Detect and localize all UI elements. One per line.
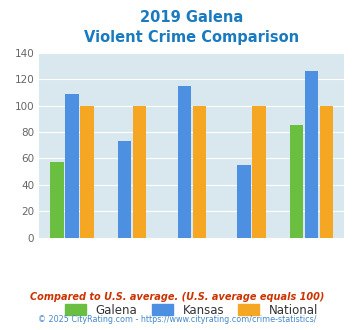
Bar [320, 106, 333, 238]
Text: © 2025 CityRating.com - https://www.cityrating.com/crime-statistics/: © 2025 CityRating.com - https://www.city… [38, 315, 317, 324]
Bar [118, 141, 131, 238]
Bar [80, 106, 93, 238]
Bar [290, 125, 303, 238]
Bar [133, 106, 146, 238]
Title: 2019 Galena
Violent Crime Comparison: 2019 Galena Violent Crime Comparison [84, 10, 299, 45]
Bar [50, 162, 64, 238]
Legend: Galena, Kansas, National: Galena, Kansas, National [60, 299, 323, 321]
Bar [65, 94, 78, 238]
Bar [252, 106, 266, 238]
Text: Compared to U.S. average. (U.S. average equals 100): Compared to U.S. average. (U.S. average … [30, 292, 325, 302]
Bar [237, 165, 251, 238]
Bar [193, 106, 206, 238]
Bar [305, 71, 318, 238]
Bar [178, 86, 191, 238]
